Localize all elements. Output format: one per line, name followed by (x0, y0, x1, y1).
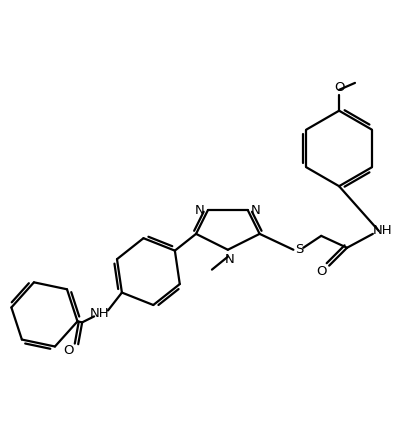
Text: N: N (225, 253, 234, 266)
Text: S: S (294, 243, 303, 256)
Text: O: O (333, 81, 344, 94)
Text: O: O (315, 265, 326, 278)
Text: NH: NH (90, 307, 110, 320)
Text: N: N (250, 204, 260, 217)
Text: O: O (63, 344, 73, 357)
Text: N: N (195, 204, 204, 217)
Text: NH: NH (372, 224, 392, 238)
